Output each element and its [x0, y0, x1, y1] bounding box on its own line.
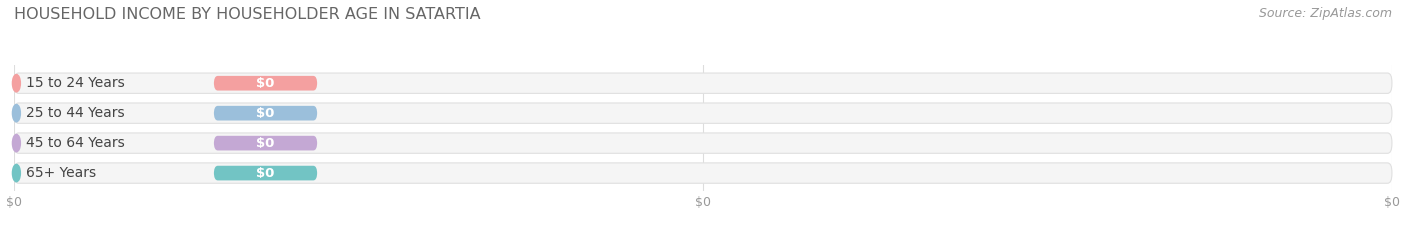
Text: Source: ZipAtlas.com: Source: ZipAtlas.com	[1258, 7, 1392, 20]
FancyBboxPatch shape	[214, 136, 318, 151]
FancyBboxPatch shape	[214, 166, 318, 180]
Text: $0: $0	[256, 137, 274, 150]
Text: $0: $0	[256, 167, 274, 180]
Circle shape	[13, 75, 20, 92]
Text: HOUSEHOLD INCOME BY HOUSEHOLDER AGE IN SATARTIA: HOUSEHOLD INCOME BY HOUSEHOLDER AGE IN S…	[14, 7, 481, 22]
Text: 15 to 24 Years: 15 to 24 Years	[25, 76, 125, 90]
Text: 65+ Years: 65+ Years	[25, 166, 96, 180]
Text: $0: $0	[256, 77, 274, 90]
Text: 25 to 44 Years: 25 to 44 Years	[25, 106, 125, 120]
FancyBboxPatch shape	[14, 133, 1392, 153]
FancyBboxPatch shape	[14, 163, 1392, 183]
FancyBboxPatch shape	[14, 103, 1392, 123]
Circle shape	[13, 164, 20, 182]
Circle shape	[13, 105, 20, 122]
FancyBboxPatch shape	[14, 73, 1392, 93]
Circle shape	[13, 134, 20, 152]
FancyBboxPatch shape	[214, 76, 318, 91]
Text: $0: $0	[256, 107, 274, 120]
FancyBboxPatch shape	[214, 106, 318, 120]
Text: 45 to 64 Years: 45 to 64 Years	[25, 136, 125, 150]
